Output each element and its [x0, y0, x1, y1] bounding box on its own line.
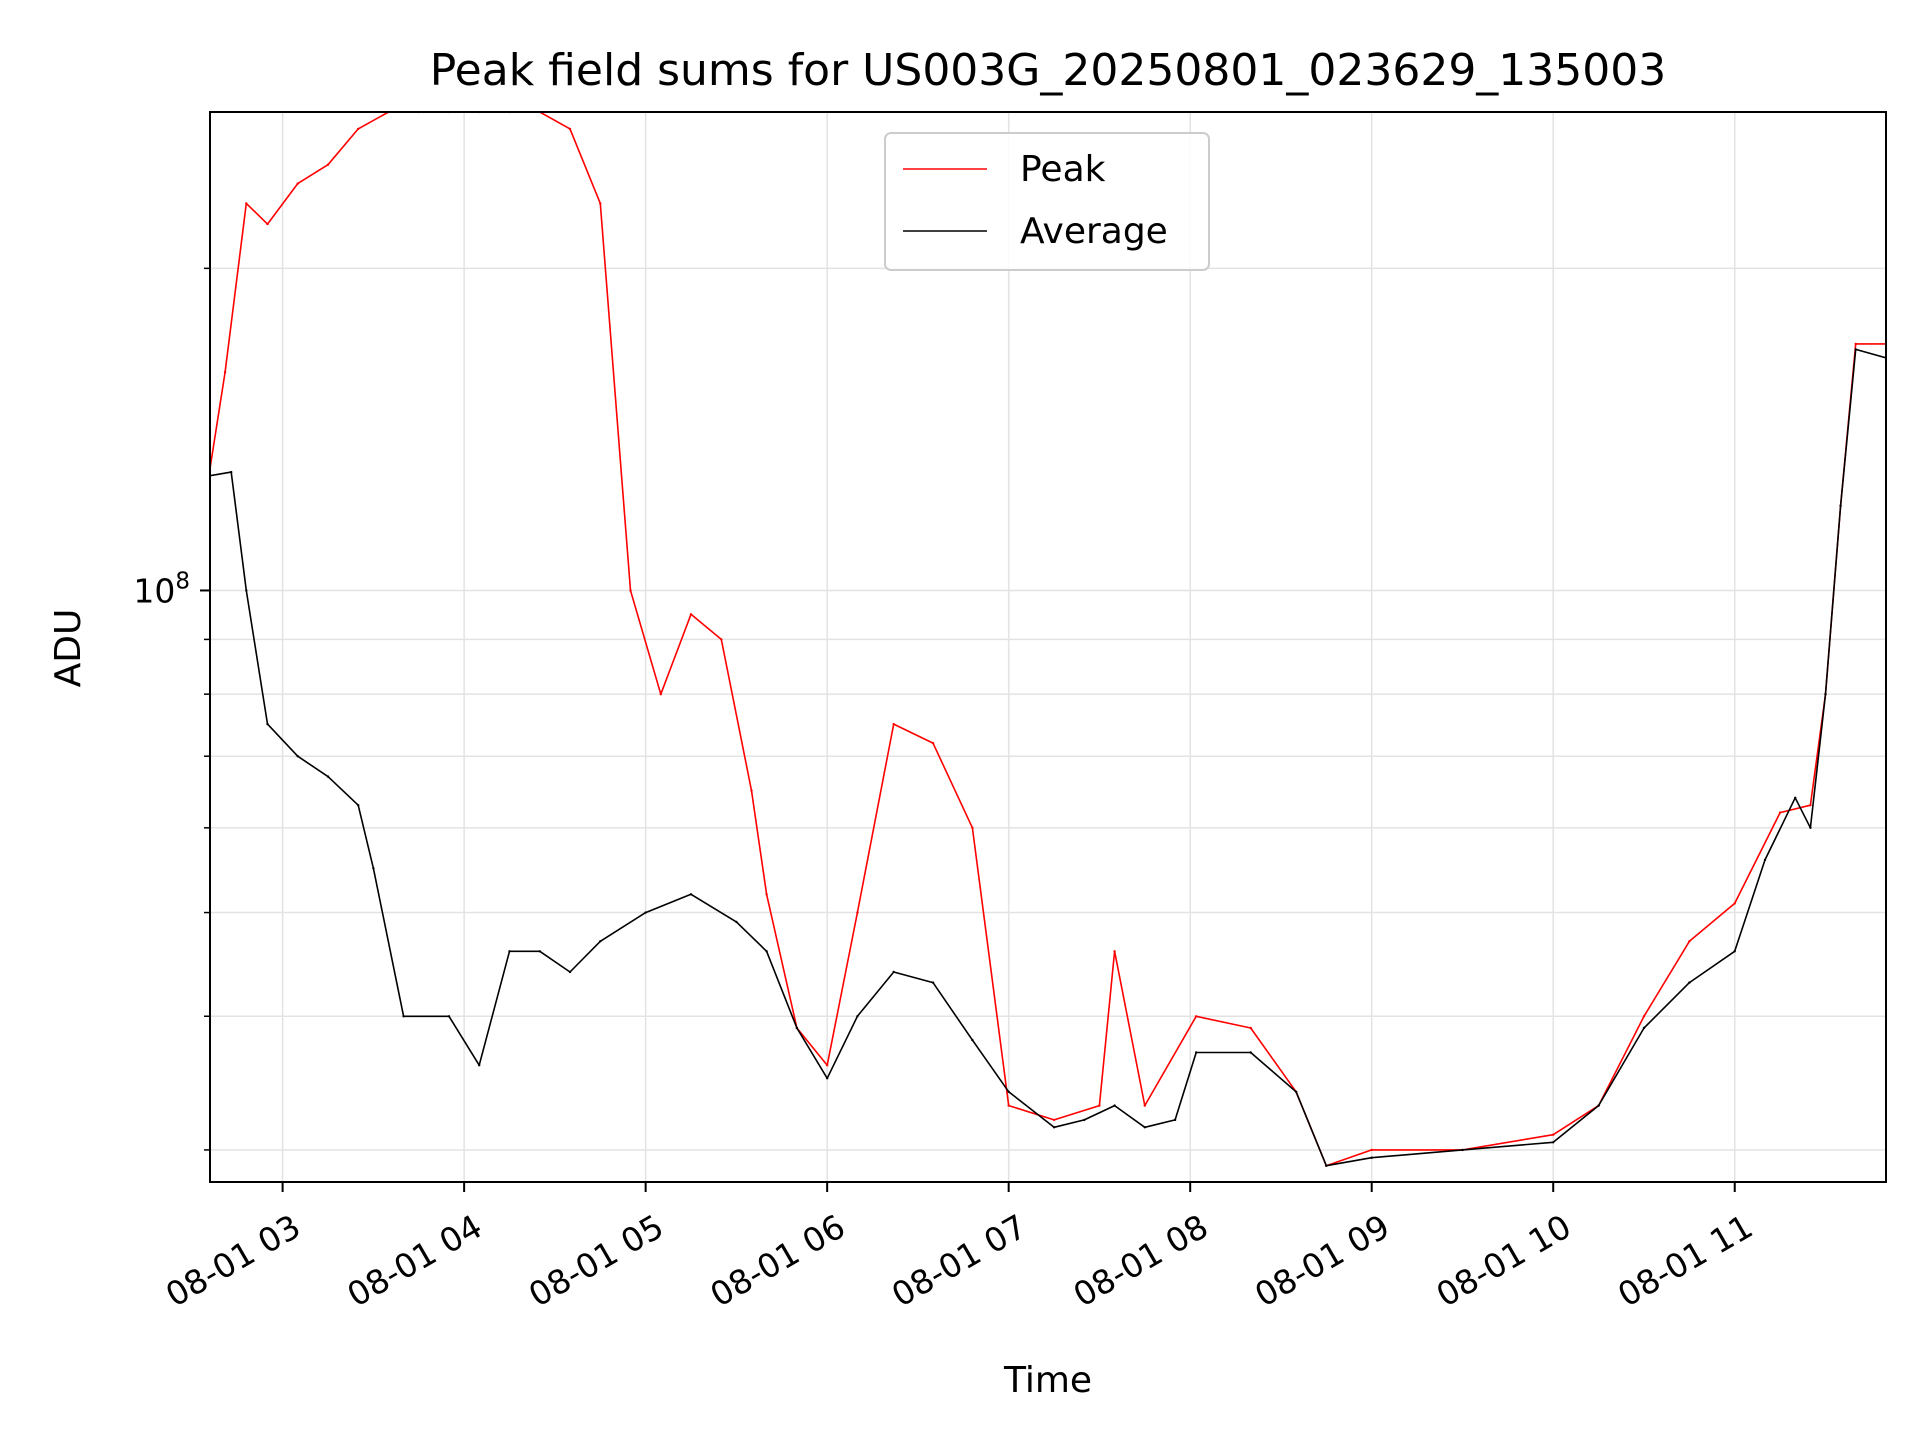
data-point-peak	[931, 741, 935, 745]
data-point-peak	[599, 202, 602, 205]
data-point-average	[568, 970, 572, 974]
legend: Peak Average	[884, 132, 1210, 271]
data-point-average	[230, 470, 233, 474]
data-point-peak	[1688, 940, 1691, 943]
data-point-average	[1552, 1141, 1555, 1144]
data-point-average	[1763, 858, 1767, 862]
data-point-average	[1794, 796, 1797, 799]
data-point-average	[1007, 1090, 1010, 1094]
data-point-average	[326, 775, 330, 778]
data-point-peak	[689, 613, 693, 616]
data-point-average	[266, 722, 269, 726]
data-point-average	[1325, 1164, 1328, 1167]
data-point-average	[644, 911, 647, 914]
data-point-peak	[1733, 902, 1736, 905]
data-point-peak	[245, 202, 248, 205]
data-point-average	[245, 589, 248, 592]
data-point-peak	[223, 370, 227, 374]
data-point-average	[1854, 348, 1857, 351]
data-point-average	[1113, 1104, 1116, 1107]
series-layer	[210, 112, 1886, 1167]
data-point-average	[1249, 1051, 1252, 1054]
data-point-peak	[357, 127, 360, 131]
data-point-average	[1824, 693, 1827, 696]
data-point-average	[1688, 981, 1691, 984]
data-point-peak	[629, 589, 632, 592]
data-point-peak	[720, 638, 723, 641]
data-point-average	[1083, 1118, 1086, 1122]
data-point-average	[971, 1038, 974, 1042]
data-point-average	[1195, 1051, 1198, 1054]
data-point-average	[447, 1015, 451, 1018]
data-point-peak	[1552, 1133, 1555, 1136]
data-point-peak	[1778, 811, 1782, 814]
data-point-average	[1839, 504, 1842, 507]
data-point-average	[372, 867, 375, 870]
data-point-peak	[659, 693, 662, 696]
legend-box	[884, 132, 1210, 271]
data-point-peak	[1113, 950, 1116, 953]
data-point-average	[931, 981, 935, 984]
data-point-peak	[1370, 1148, 1373, 1152]
data-point-peak	[765, 893, 768, 896]
data-point-average	[1461, 1148, 1464, 1152]
data-point-average	[1294, 1090, 1298, 1094]
data-point-peak	[1195, 1015, 1198, 1018]
data-point-average	[357, 804, 360, 807]
data-point-average	[735, 920, 738, 924]
data-point-average	[296, 755, 299, 758]
data-point-average	[538, 950, 541, 953]
data-point-peak	[1642, 1015, 1646, 1018]
y-tick-label: 108	[133, 568, 190, 610]
data-point-average	[402, 1015, 405, 1018]
data-point-peak	[826, 1064, 829, 1067]
data-point-average	[1052, 1126, 1056, 1129]
data-point-peak	[750, 789, 753, 792]
data-point-average	[689, 893, 693, 896]
data-point-average	[1642, 1026, 1646, 1030]
data-point-average	[1143, 1126, 1147, 1129]
data-point-average	[1597, 1104, 1600, 1107]
legend-label-average: Average	[1020, 211, 1168, 252]
data-point-average	[795, 1026, 799, 1030]
data-point-average	[478, 1064, 481, 1067]
data-point-peak	[892, 722, 895, 726]
data-point-peak	[1249, 1026, 1252, 1030]
data-point-peak	[856, 911, 859, 914]
data-point-average	[508, 950, 511, 953]
y-axis: 108	[133, 267, 210, 1151]
data-point-average	[1370, 1156, 1373, 1159]
data-point-peak	[568, 127, 572, 131]
data-point-average	[1173, 1118, 1177, 1122]
data-point-average	[765, 950, 768, 953]
chart-title: Peak field sums for US003G_20250801_0236…	[430, 45, 1667, 96]
data-point-average	[599, 940, 602, 943]
grid	[210, 112, 1886, 1182]
data-point-average	[826, 1077, 829, 1080]
y-axis-label: ADU	[48, 609, 89, 688]
data-point-peak	[326, 163, 330, 166]
data-point-peak	[1007, 1104, 1010, 1107]
legend-label-peak: Peak	[1020, 149, 1106, 190]
data-point-peak	[1143, 1104, 1147, 1107]
data-point-peak	[266, 222, 269, 226]
data-point-average	[1809, 826, 1812, 829]
plot-frame	[209, 111, 1887, 1183]
x-axis-label: Time	[1003, 1360, 1092, 1401]
data-point-average	[856, 1015, 859, 1018]
data-point-peak	[1854, 342, 1857, 346]
data-point-peak	[1809, 804, 1812, 807]
data-point-peak	[296, 182, 299, 185]
data-point-peak	[1052, 1118, 1056, 1122]
data-point-average	[892, 970, 895, 974]
data-point-peak	[971, 826, 974, 829]
data-point-average	[1733, 950, 1736, 953]
data-point-peak	[1098, 1104, 1101, 1107]
